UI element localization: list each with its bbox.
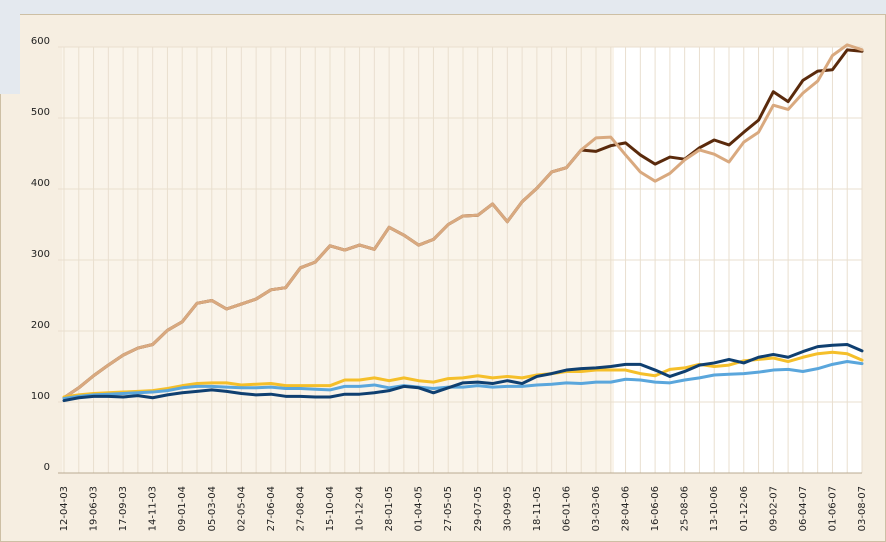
x-tick-label: 28-01-05	[384, 486, 395, 531]
x-tick-label: 25-08-06	[680, 486, 691, 531]
x-tick-label: 19-06-03	[89, 486, 100, 531]
x-tick-label: 01-04-05	[414, 486, 425, 531]
x-tick-label: 14-11-03	[148, 486, 159, 531]
labels: 12-04-03 19-06-03 17-09-03 14-11-03 09-01-04…	[31, 36, 868, 531]
x-tick-label: 12-04-03	[59, 486, 70, 531]
y-tick-label: 0	[44, 462, 50, 473]
y-tick-label: 100	[31, 391, 50, 402]
y-tick-label: 400	[31, 178, 50, 189]
x-tick-label: 15-10-04	[325, 486, 336, 531]
x-tick-label: 10-12-04	[355, 486, 366, 531]
corner	[0, 14, 20, 94]
x-tick-label: 09-01-04	[177, 486, 188, 531]
x-tick-label: 29-07-05	[473, 486, 484, 531]
x-tick-label: 16-06-06	[650, 486, 661, 531]
x-tick-label: 09-02-07	[768, 486, 779, 531]
y-tick-label: 200	[31, 320, 50, 331]
x-tick-label: 17-09-03	[118, 486, 129, 531]
lines	[62, 43, 864, 403]
x-tick-label: 30-09-05	[502, 486, 513, 531]
x-tick-label: 13-10-06	[709, 486, 720, 531]
series-line	[62, 360, 864, 400]
y-tick-label: 300	[31, 249, 50, 260]
x-tick-label: 28-04-06	[621, 486, 632, 531]
series-line	[62, 43, 864, 400]
x-tick-label: 02-05-04	[236, 486, 247, 531]
x-tick-label: 06-01-06	[561, 486, 572, 531]
y-tick-label: 500	[31, 107, 50, 118]
x-tick-label: 03-08-07	[857, 486, 868, 531]
x-tick-label: 27-06-04	[266, 486, 277, 531]
y-tick-label: 600	[31, 36, 50, 47]
x-tick-label: 01-12-06	[739, 486, 750, 531]
grid	[58, 46, 863, 474]
x-tick-label: 27-05-05	[443, 486, 454, 531]
series-line	[62, 350, 864, 399]
x-tick-label: 05-03-04	[207, 486, 218, 531]
series-line	[62, 342, 864, 403]
x-tick-label: 03-03-06	[591, 486, 602, 531]
x-tick-label: 06-04-07	[798, 486, 809, 531]
x-tick-label: 01-06-07	[827, 486, 838, 531]
x-tick-label: 18-11-05	[532, 486, 543, 531]
x-tick-label: 27-08-04	[295, 486, 306, 531]
